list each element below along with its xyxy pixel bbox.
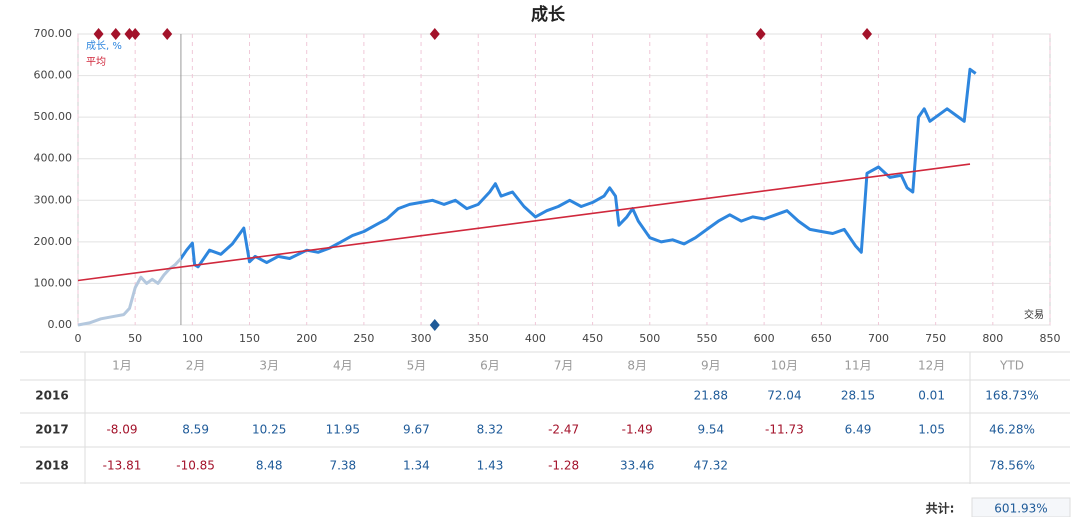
column-header: 10月 bbox=[771, 359, 798, 373]
table-cell: 1.34 bbox=[403, 459, 430, 473]
event-marker bbox=[162, 28, 173, 40]
table-cell: 10.25 bbox=[252, 423, 286, 437]
x-tick-label: 300 bbox=[411, 332, 432, 345]
total-label: 共计: bbox=[926, 501, 955, 516]
x-tick-label: 650 bbox=[811, 332, 832, 345]
column-header: 9月 bbox=[701, 359, 721, 373]
table-cell: -11.73 bbox=[765, 423, 804, 437]
x-tick-label: 850 bbox=[1040, 332, 1061, 345]
series-line bbox=[77, 67, 977, 327]
y-tick-label: 500.00 bbox=[34, 110, 73, 123]
table-cell: 168.73% bbox=[985, 389, 1038, 403]
x-tick-label: 600 bbox=[754, 332, 775, 345]
total-value: 601.93% bbox=[994, 502, 1047, 516]
table-cell: 8.32 bbox=[477, 423, 504, 437]
event-marker bbox=[110, 28, 121, 40]
event-marker bbox=[93, 28, 104, 40]
table-cell: 11.95 bbox=[326, 423, 360, 437]
column-header: 8月 bbox=[627, 359, 647, 373]
x-tick-label: 400 bbox=[525, 332, 546, 345]
column-header: 3月 bbox=[259, 359, 279, 373]
table-cell: 46.28% bbox=[989, 423, 1035, 437]
column-header: 5月 bbox=[407, 359, 427, 373]
table-cell: 1.05 bbox=[918, 423, 945, 437]
event-marker bbox=[124, 28, 135, 40]
event-marker bbox=[862, 28, 873, 40]
table-cell: -1.49 bbox=[622, 423, 653, 437]
table-cell: 21.88 bbox=[694, 389, 728, 403]
event-marker bbox=[429, 28, 440, 40]
x-tick-label: 250 bbox=[353, 332, 374, 345]
column-header: 1月 bbox=[112, 359, 132, 373]
row-header: 2016 bbox=[35, 389, 68, 403]
legend-entry: 成长, % bbox=[86, 40, 122, 52]
event-marker bbox=[130, 28, 141, 40]
table-cell: 9.67 bbox=[403, 423, 430, 437]
table-cell: 8.48 bbox=[256, 459, 283, 473]
y-tick-label: 300.00 bbox=[34, 193, 73, 206]
x-tick-label: 50 bbox=[128, 332, 142, 345]
x-tick-label: 200 bbox=[296, 332, 317, 345]
column-header: YTD bbox=[999, 359, 1024, 373]
y-tick-label: 0.00 bbox=[48, 318, 73, 331]
table-cell: 9.54 bbox=[697, 423, 724, 437]
y-tick-label: 100.00 bbox=[34, 276, 73, 289]
x-tick-label: 100 bbox=[182, 332, 203, 345]
column-header: 7月 bbox=[554, 359, 574, 373]
column-header: 11月 bbox=[844, 359, 871, 373]
x-tick-label: 800 bbox=[982, 332, 1003, 345]
column-header: 4月 bbox=[333, 359, 353, 373]
x-tick-label: 0 bbox=[75, 332, 82, 345]
table-cell: 28.15 bbox=[841, 389, 875, 403]
table-cell: 8.59 bbox=[182, 423, 209, 437]
y-tick-label: 600.00 bbox=[34, 69, 73, 82]
table-cell: 72.04 bbox=[767, 389, 801, 403]
table-cell: -10.85 bbox=[176, 459, 215, 473]
table-cell: -2.47 bbox=[548, 423, 579, 437]
table-cell: -13.81 bbox=[103, 459, 142, 473]
x-tick-label: 700 bbox=[868, 332, 889, 345]
chart-title: 成长 bbox=[531, 4, 566, 25]
x-tick-label: 550 bbox=[696, 332, 717, 345]
table-cell: -1.28 bbox=[548, 459, 579, 473]
table-cell: 6.49 bbox=[845, 423, 872, 437]
table-cell: 47.32 bbox=[694, 459, 728, 473]
x-tick-label: 350 bbox=[468, 332, 489, 345]
table-cell: 0.01 bbox=[918, 389, 945, 403]
x-axis-label: 交易 bbox=[1024, 308, 1044, 321]
x-tick-label: 150 bbox=[239, 332, 260, 345]
y-tick-label: 400.00 bbox=[34, 152, 73, 165]
table-cell: 7.38 bbox=[329, 459, 356, 473]
column-header: 6月 bbox=[480, 359, 500, 373]
row-header: 2017 bbox=[35, 423, 68, 437]
y-tick-label: 200.00 bbox=[34, 235, 73, 248]
event-marker bbox=[755, 28, 766, 40]
series-line bbox=[77, 163, 971, 282]
row-header: 2018 bbox=[35, 459, 68, 473]
x-tick-label: 450 bbox=[582, 332, 603, 345]
column-header: 2月 bbox=[186, 359, 206, 373]
total-box bbox=[971, 497, 1071, 517]
table-cell: 1.43 bbox=[477, 459, 504, 473]
x-tick-label: 750 bbox=[925, 332, 946, 345]
legend-entry: 平均 bbox=[86, 56, 106, 68]
x-tick-label: 500 bbox=[639, 332, 660, 345]
event-marker bbox=[429, 319, 440, 331]
column-header: 12月 bbox=[918, 359, 945, 373]
y-tick-label: 700.00 bbox=[34, 27, 73, 40]
table-cell: -8.09 bbox=[106, 423, 137, 437]
table: 1月 2月 3月 4月 5月 6月 7月 8月 9月 10月 11月 12月 YTD 2016 21.88 7… bbox=[20, 351, 1071, 517]
table-cell: 78.56% bbox=[989, 459, 1035, 473]
table-cell: 33.46 bbox=[620, 459, 654, 473]
